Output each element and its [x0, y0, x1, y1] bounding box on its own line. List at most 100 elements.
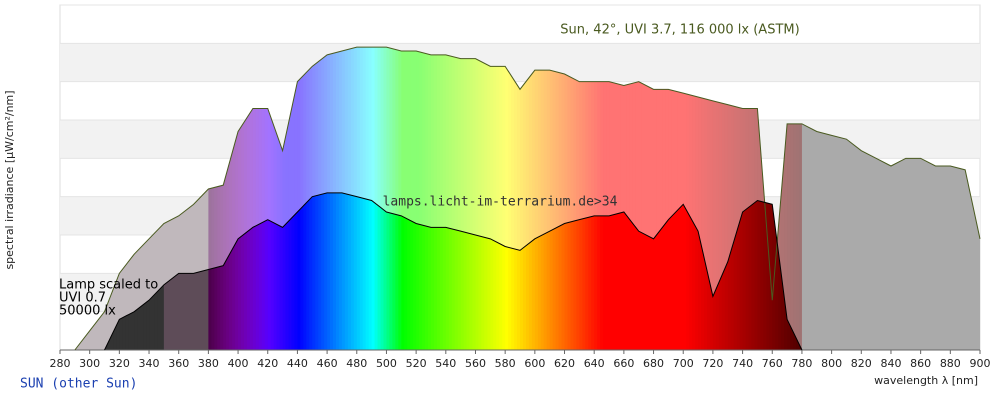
spectrum-stripe	[751, 192, 755, 350]
spectrum-stripe	[499, 47, 503, 350]
spectrum-stripe	[490, 47, 494, 350]
spectrum-stripe	[680, 47, 684, 350]
spectrum-stripe	[549, 47, 554, 350]
spectrum-stripe	[246, 192, 251, 350]
spectrum-stripe	[365, 192, 370, 350]
spectrum-stripe	[843, 47, 847, 350]
spectrum-stripe	[760, 192, 764, 350]
spectrum-stripe	[597, 47, 601, 350]
spectrum-stripe	[273, 47, 278, 350]
spectrum-stripe	[763, 192, 767, 350]
spectrum-stripe	[356, 192, 361, 350]
y-axis-label: spectral irradiance [µW/cm²/nm]	[3, 90, 16, 269]
spectrum-stripe	[653, 192, 658, 350]
spectrum-stripe	[885, 47, 889, 350]
spectrum-stripe	[496, 192, 500, 350]
spectrum-stripe	[896, 47, 901, 350]
spectrum-stripe	[594, 47, 598, 350]
spectrum-stripe	[282, 192, 287, 350]
spectrum-stripe	[241, 47, 245, 350]
spectrum-stripe	[398, 47, 402, 350]
spectrum-stripe	[217, 192, 221, 350]
spectrum-stripe	[214, 47, 218, 350]
spectrum-stripe	[730, 192, 735, 350]
spectrum-stripe	[674, 47, 678, 350]
spectrum-stripe	[264, 47, 269, 350]
spectrum-stripe	[520, 192, 524, 350]
spectrum-stripe	[635, 192, 640, 350]
spectrum-stripe	[410, 47, 414, 350]
spectrum-stripe	[552, 192, 557, 350]
spectrum-stripe	[223, 47, 227, 350]
spectrum-stripe	[635, 47, 640, 350]
spectrum-stripe	[499, 192, 503, 350]
spectrum-stripe	[401, 47, 405, 350]
spectrum-stripe	[525, 192, 530, 350]
spectrum-stripe	[941, 47, 945, 350]
spectrum-stripe	[463, 47, 468, 350]
x-tick-label: 720	[702, 357, 723, 370]
x-tick-label: 820	[851, 357, 872, 370]
x-tick-label: 360	[168, 357, 189, 370]
spectrum-stripe	[668, 192, 672, 350]
spectrum-stripe	[428, 192, 432, 350]
spectrum-stripe	[656, 192, 660, 350]
spectrum-stripe	[953, 47, 957, 350]
spectrum-stripe	[757, 47, 761, 350]
spectrum-stripe	[232, 47, 236, 350]
spectrum-stripe	[766, 192, 770, 350]
spectrum-stripe	[855, 47, 859, 350]
spectrum-stripe	[739, 192, 744, 350]
spectrum-stripe	[567, 47, 571, 350]
spectrum-stripe	[840, 47, 844, 350]
grid-band	[60, 43, 980, 82]
spectrum-stripe	[662, 192, 666, 350]
spectrum-stripe	[879, 47, 883, 350]
spectrum-stripe	[721, 47, 726, 350]
spectrum-stripe	[576, 192, 580, 350]
spectrum-stripe	[502, 192, 506, 350]
spectrum-stripe	[968, 47, 972, 350]
spectrum-stripe	[430, 192, 435, 350]
x-tick-label: 740	[732, 357, 753, 370]
spectrum-stripe	[407, 192, 411, 350]
spectrum-stripe	[609, 192, 613, 350]
spectrum-stripe	[558, 192, 563, 350]
spectrum-stripe	[653, 47, 658, 350]
spectrum-stripe	[291, 192, 295, 350]
spectrum-stripe	[389, 192, 393, 350]
spectrum-stripe	[511, 47, 515, 350]
spectrum-stripe	[671, 192, 675, 350]
spectrum-stripe	[401, 192, 405, 350]
spectrum-stripe	[831, 47, 836, 350]
spectrum-stripe	[202, 192, 206, 350]
spectrum-stripe	[514, 192, 518, 350]
spectrum-stripe	[481, 47, 485, 350]
sun-link[interactable]: SUN (other Sun)	[20, 377, 137, 392]
spectrum-stripe	[546, 192, 551, 350]
spectrum-stripe	[677, 192, 681, 350]
spectrum-stripe	[389, 47, 393, 350]
spectrum-stripe	[410, 192, 414, 350]
spectrum-stripe	[656, 47, 660, 350]
spectrum-stripe	[807, 47, 812, 350]
spectrum-stripe	[306, 192, 310, 350]
spectrum-stripe	[724, 47, 729, 350]
spectrum-stripe	[454, 47, 459, 350]
spectrum-stripe	[279, 192, 284, 350]
spectrum-stripe	[279, 47, 284, 350]
spectrum-stripe	[668, 47, 672, 350]
spectrum-stripe	[573, 47, 577, 350]
spectrum-stripe	[383, 192, 387, 350]
spectrum-stripe	[757, 192, 761, 350]
spectrum-stripe	[273, 192, 278, 350]
spectrum-stripe	[255, 47, 260, 350]
spectrum-stripe	[905, 47, 910, 350]
lamp-legend: lamps.licht-im-terrarium.de>34	[383, 195, 618, 210]
sun-legend: Sun, 42°, UVI 3.7, 116 000 lx (ASTM)	[560, 23, 799, 38]
spectrum-stripe	[285, 47, 290, 350]
spectrum-stripe	[600, 47, 604, 350]
spectrum-stripe	[525, 47, 530, 350]
spectrum-stripe	[517, 47, 521, 350]
spectrum-stripe	[264, 192, 269, 350]
